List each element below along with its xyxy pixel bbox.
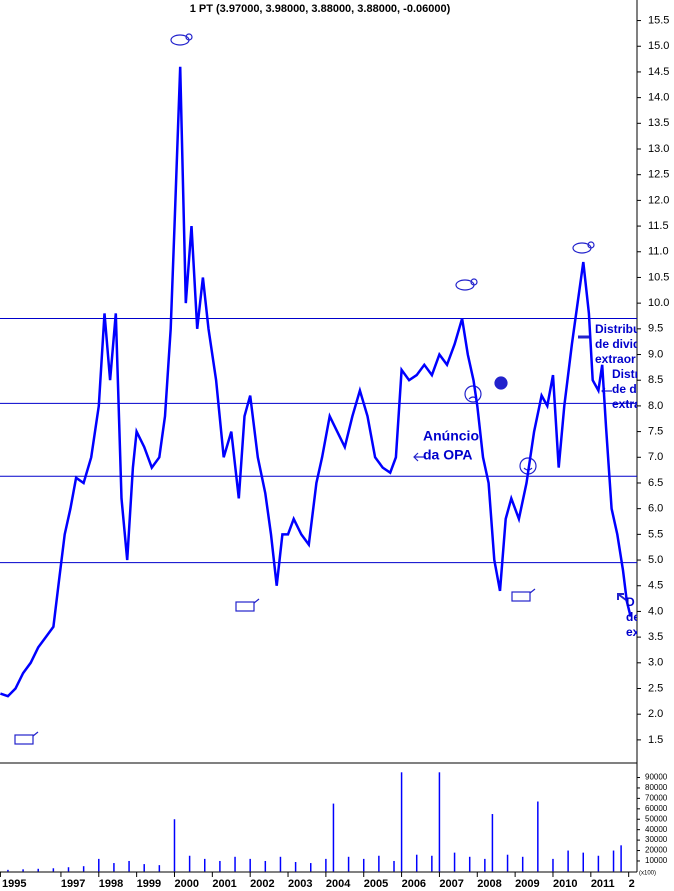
annotation: D — [626, 595, 635, 609]
volume-y-tick-label: 80000 — [645, 783, 668, 792]
y-tick-label: 12.0 — [648, 194, 669, 206]
x-tick-label: 2006 — [402, 878, 426, 890]
x-tick-label: 1999 — [137, 878, 161, 890]
x-tick-label: 1998 — [99, 878, 123, 890]
y-tick-label: 9.5 — [648, 323, 663, 335]
bull-icon — [14, 731, 39, 745]
x-tick-label: 2003 — [288, 878, 312, 890]
volume-unit-label: (x100) — [639, 871, 656, 877]
bear-icon — [455, 278, 478, 291]
annotation: de divid — [595, 337, 640, 351]
y-tick-label: 7.5 — [648, 426, 663, 438]
volume-y-tick-label: 90000 — [645, 773, 668, 782]
y-tick-label: 5.0 — [648, 554, 663, 566]
y-tick-label: 11.0 — [648, 246, 669, 258]
annotation: extra — [612, 397, 641, 411]
volume-y-tick-label: 30000 — [645, 835, 668, 844]
y-tick-label: 8.5 — [648, 374, 663, 386]
x-tick-label: 2011 — [591, 878, 615, 890]
bull-icon — [235, 598, 260, 612]
arrow — [413, 452, 426, 462]
annotation: da OPA — [423, 447, 473, 463]
x-tick-label: 2005 — [364, 878, 388, 890]
annotation: extraor — [595, 352, 636, 366]
y-tick-label: 14.5 — [648, 66, 669, 78]
y-tick-label: 14.0 — [648, 92, 669, 104]
annotation: Distribu — [595, 322, 640, 336]
y-tick-label: 15.0 — [648, 40, 669, 52]
y-tick-label: 12.5 — [648, 169, 669, 181]
annotation: de di — [612, 382, 640, 396]
annotation: Anúncio — [423, 428, 479, 444]
y-tick-label: 4.5 — [648, 580, 663, 592]
y-tick-label: 2.0 — [648, 708, 663, 720]
y-tick-label: 13.0 — [648, 143, 669, 155]
y-tick-label: 15.5 — [648, 14, 669, 26]
x-tick-label: 2 — [629, 878, 635, 890]
annotation: Distr — [612, 367, 640, 381]
y-tick-label: 3.5 — [648, 631, 663, 643]
annotation: ex — [626, 625, 640, 639]
y-tick-label: 5.5 — [648, 528, 663, 540]
y-tick-label: 1.5 — [648, 734, 663, 746]
volume-y-tick-label: 70000 — [645, 793, 668, 802]
bear-icon — [572, 241, 595, 254]
y-tick-label: 8.0 — [648, 400, 663, 412]
y-tick-label: 3.0 — [648, 657, 663, 669]
x-tick-label: 1997 — [61, 878, 85, 890]
y-tick-label: 4.0 — [648, 605, 663, 617]
bear-icon — [170, 33, 193, 46]
chart-title: 1 PT (3.97000, 3.98000, 3.88000, 3.88000… — [190, 3, 451, 15]
y-tick-label: 10.0 — [648, 297, 669, 309]
y-tick-label: 11.5 — [648, 220, 669, 232]
volume-y-tick-label: 40000 — [645, 825, 668, 834]
y-tick-label: 6.5 — [648, 477, 663, 489]
y-tick-label: 10.5 — [648, 271, 669, 283]
x-tick-label: 2010 — [553, 878, 577, 890]
y-tick-label: 6.0 — [648, 503, 663, 515]
x-tick-label: 2007 — [439, 878, 463, 890]
y-tick-label: 2.5 — [648, 682, 663, 694]
volume-y-tick-label: 60000 — [645, 804, 668, 813]
y-tick-label: 7.0 — [648, 451, 663, 463]
bull-icon — [511, 588, 536, 602]
volume-y-tick-label: 20000 — [645, 846, 668, 855]
x-tick-label: 2009 — [515, 878, 539, 890]
x-tick-label: 2004 — [326, 878, 351, 890]
y-tick-label: 9.0 — [648, 348, 663, 360]
bomb-icon — [494, 376, 508, 390]
annotation: de — [626, 610, 640, 624]
x-tick-label: 2000 — [174, 878, 198, 890]
x-tick-label: 2008 — [477, 878, 501, 890]
y-tick-label: 13.5 — [648, 117, 669, 129]
x-tick-label: 1995 — [2, 878, 26, 890]
x-tick-label: 2002 — [250, 878, 274, 890]
arrow — [617, 593, 627, 601]
x-tick-label: 2001 — [212, 878, 236, 890]
price-line — [0, 66, 632, 698]
volume-y-tick-label: 10000 — [645, 856, 668, 865]
volume-y-tick-label: 50000 — [645, 814, 668, 823]
icons — [14, 33, 627, 745]
